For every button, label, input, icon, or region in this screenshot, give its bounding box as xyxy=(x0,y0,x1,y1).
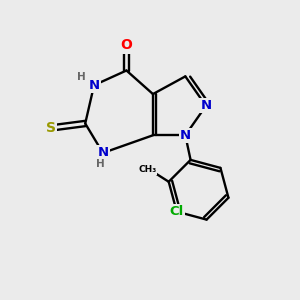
Text: H: H xyxy=(77,72,86,82)
Text: S: S xyxy=(46,121,56,135)
Text: Cl: Cl xyxy=(169,205,184,218)
Text: N: N xyxy=(200,99,211,112)
Text: N: N xyxy=(180,129,191,142)
Text: O: O xyxy=(121,38,132,52)
Text: H: H xyxy=(96,159,105,169)
Text: N: N xyxy=(97,146,109,159)
Text: CH₃: CH₃ xyxy=(138,166,156,175)
Text: N: N xyxy=(88,79,100,92)
